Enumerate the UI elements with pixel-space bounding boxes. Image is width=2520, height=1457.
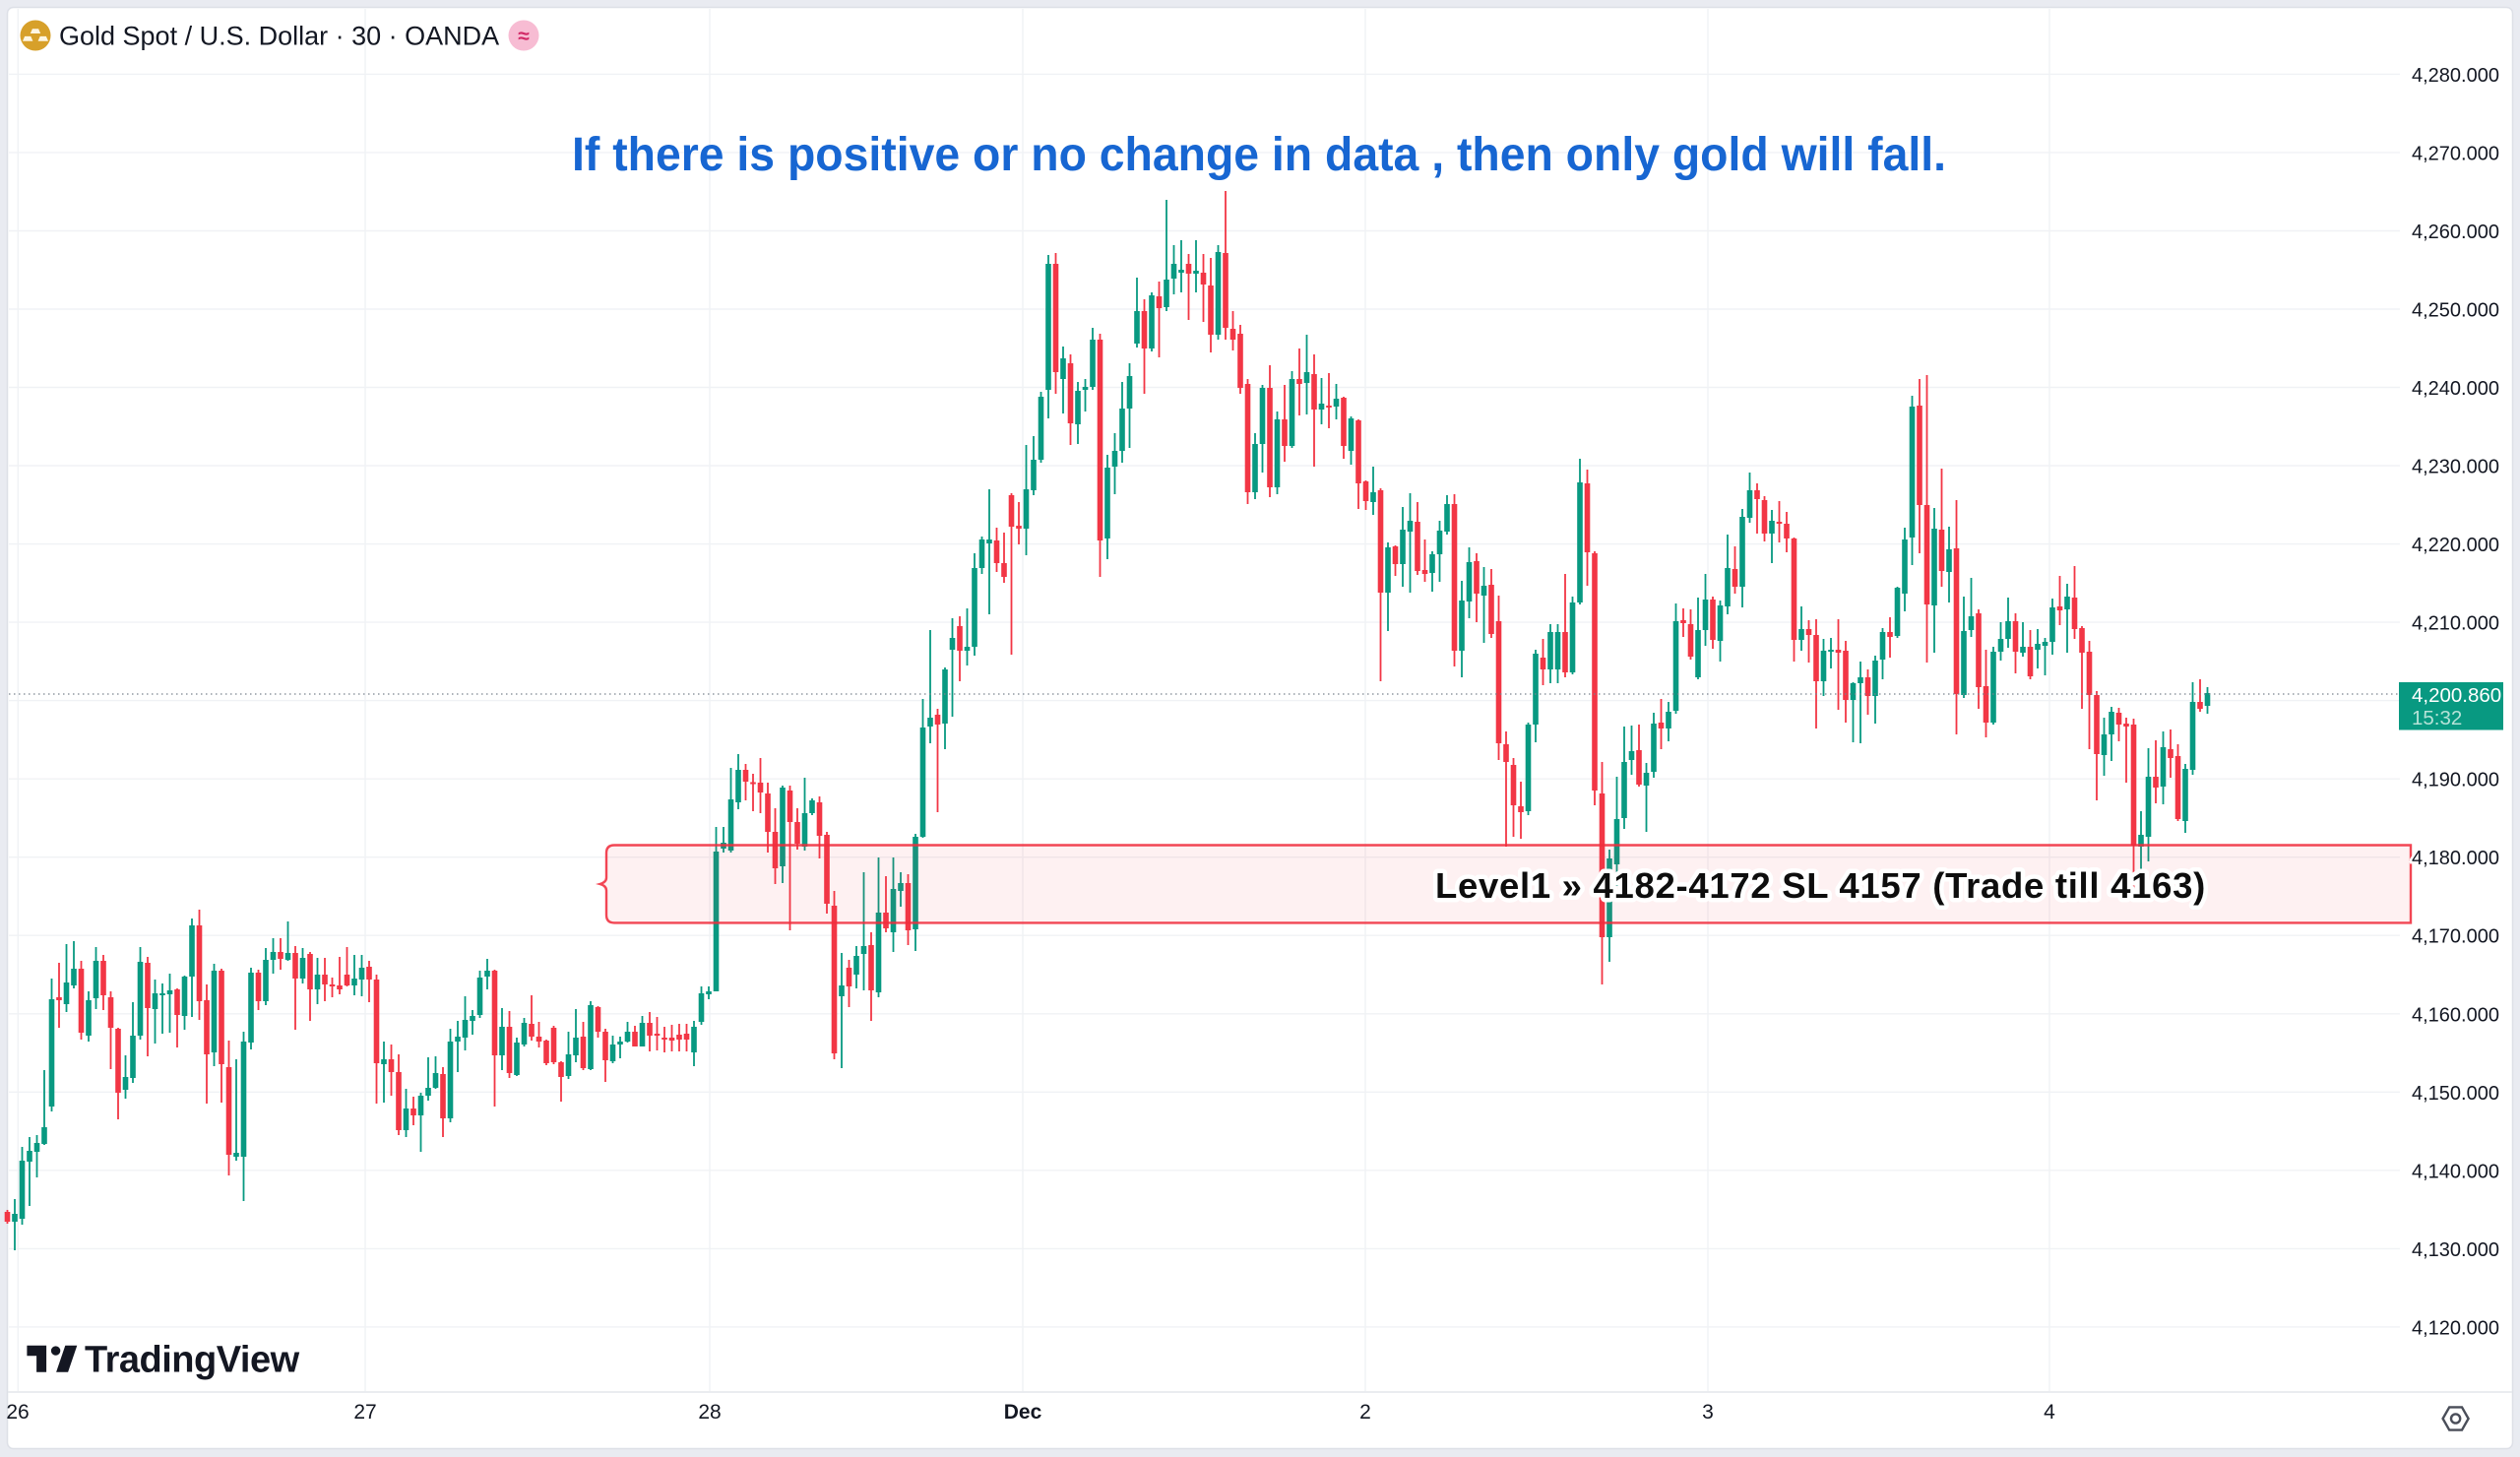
- svg-text:4,180.000: 4,180.000: [2412, 848, 2499, 869]
- svg-text:15:32: 15:32: [2412, 707, 2462, 729]
- svg-text:4,130.000: 4,130.000: [2412, 1239, 2499, 1261]
- svg-text:4,190.000: 4,190.000: [2412, 770, 2499, 792]
- svg-text:4,120.000: 4,120.000: [2412, 1317, 2499, 1339]
- svg-text:4,250.000: 4,250.000: [2412, 300, 2499, 322]
- svg-text:2: 2: [1359, 1401, 1371, 1424]
- svg-text:4,220.000: 4,220.000: [2412, 535, 2499, 556]
- svg-text:Gold Spot / U.S. Dollar · 30 ·: Gold Spot / U.S. Dollar · 30 · OANDA: [59, 22, 499, 51]
- svg-text:3: 3: [1702, 1401, 1714, 1424]
- svg-text:Dec: Dec: [1004, 1401, 1042, 1424]
- svg-text:4,150.000: 4,150.000: [2412, 1083, 2499, 1105]
- svg-text:4,170.000: 4,170.000: [2412, 926, 2499, 948]
- svg-text:4,280.000: 4,280.000: [2412, 65, 2499, 87]
- svg-text:≈: ≈: [518, 26, 530, 48]
- svg-text:4,230.000: 4,230.000: [2412, 457, 2499, 478]
- svg-text:4,140.000: 4,140.000: [2412, 1161, 2499, 1182]
- svg-text:If there is positive or no cha: If there is positive or no change in dat…: [572, 129, 1946, 181]
- svg-text:4,270.000: 4,270.000: [2412, 143, 2499, 164]
- svg-text:4,200.860: 4,200.860: [2412, 684, 2501, 707]
- svg-text:TradingView: TradingView: [85, 1340, 300, 1381]
- svg-text:26: 26: [6, 1401, 29, 1424]
- svg-text:4,260.000: 4,260.000: [2412, 222, 2499, 243]
- svg-text:Level1 » 4182-4172 SL 4157 (Tr: Level1 » 4182-4172 SL 4157 (Trade till 4…: [1435, 865, 2206, 906]
- svg-text:27: 27: [353, 1401, 376, 1424]
- svg-text:4,240.000: 4,240.000: [2412, 378, 2499, 400]
- svg-text:28: 28: [698, 1401, 721, 1424]
- svg-text:4,210.000: 4,210.000: [2412, 613, 2499, 635]
- svg-text:4: 4: [2044, 1401, 2055, 1424]
- svg-text:4,160.000: 4,160.000: [2412, 1004, 2499, 1026]
